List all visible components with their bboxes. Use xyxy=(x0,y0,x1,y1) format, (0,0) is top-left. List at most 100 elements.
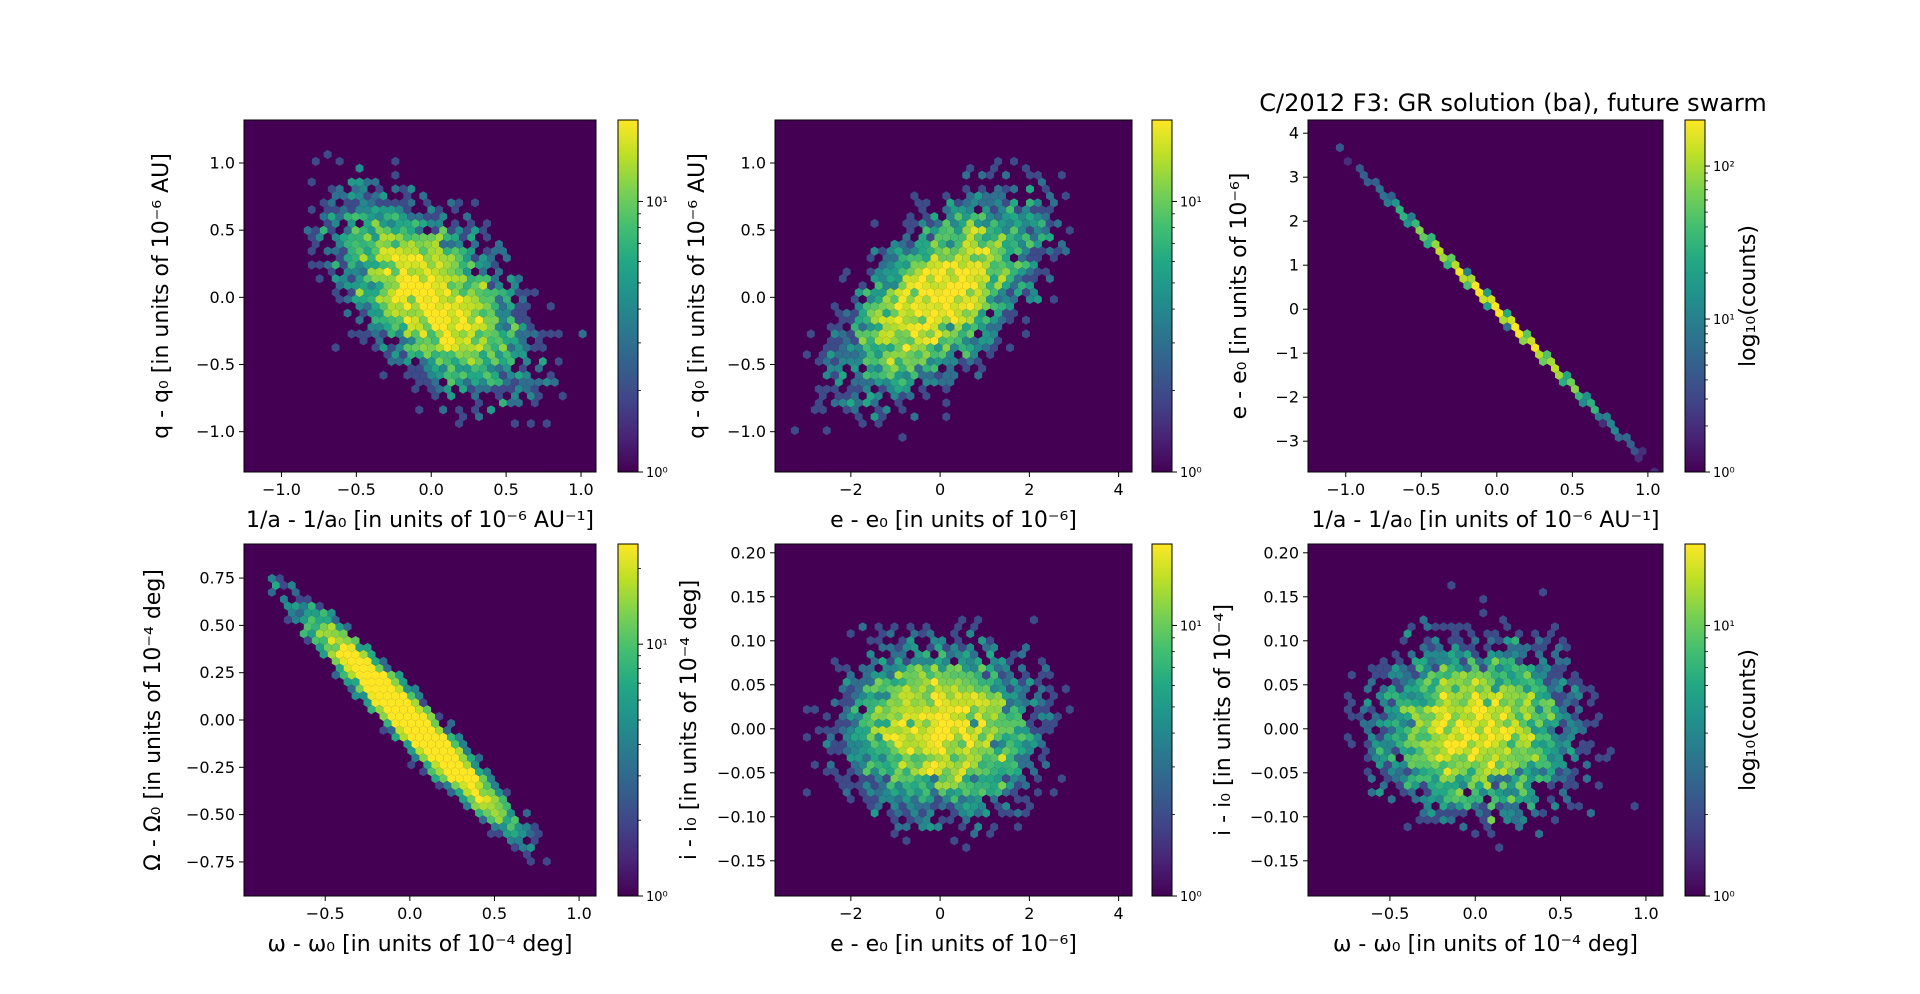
hexbin-cell xyxy=(419,191,428,201)
y-tick-label: 0.5 xyxy=(741,221,766,240)
hexbin-cell xyxy=(978,829,987,839)
hexbin-cell xyxy=(403,218,412,229)
hexbin-cell xyxy=(1570,753,1579,763)
hexbin-cell xyxy=(1033,267,1042,277)
hexbin-cell xyxy=(1391,746,1400,756)
hexbin-cell xyxy=(1435,767,1444,777)
hexbin-cell xyxy=(934,615,943,625)
hexbin-cell xyxy=(1419,711,1428,722)
hexbin-cell xyxy=(303,594,312,604)
hexbin-cell xyxy=(1499,767,1508,777)
hexbin-cell xyxy=(379,315,388,325)
hexbin-cell xyxy=(359,267,368,277)
hexbin-cell xyxy=(810,677,819,687)
hexbin-cell xyxy=(866,691,875,701)
hexbin-cell xyxy=(882,253,891,263)
hexbin-cell xyxy=(459,246,468,256)
hexbin-cell xyxy=(910,698,919,708)
hexbin-cell xyxy=(435,315,444,325)
hexbin-cell xyxy=(1018,294,1026,304)
hexbin-cell xyxy=(838,398,847,408)
hexbin-cell xyxy=(806,753,815,763)
hexbin-cell xyxy=(1499,656,1508,666)
hexbin-cell xyxy=(946,267,955,277)
hexbin-cell xyxy=(514,849,523,860)
hexbin-cell xyxy=(1574,760,1583,770)
hexbin-cell xyxy=(994,746,1003,756)
hexbin-cell xyxy=(890,363,899,373)
hexbin-cell xyxy=(1018,281,1026,291)
hexbin-cell xyxy=(1443,780,1452,791)
hexbin-cell xyxy=(419,711,428,722)
hexbin-cell xyxy=(451,398,460,408)
hexbin-cell xyxy=(850,677,859,687)
hexbin-cell xyxy=(403,177,412,187)
hexbin-cell xyxy=(1423,801,1432,811)
hexbin-cell xyxy=(431,363,440,373)
hexbin-cell xyxy=(1006,218,1015,229)
hexbin-cell xyxy=(1363,794,1372,804)
hexbin-cell xyxy=(1006,615,1015,625)
hexbin-cell xyxy=(898,267,907,277)
hexbin-cell xyxy=(1539,587,1548,597)
hexbin-cell xyxy=(1339,794,1348,804)
hexbin-cell xyxy=(411,260,420,270)
hexbin-cell xyxy=(822,767,831,777)
hexbin-cell xyxy=(1029,698,1038,708)
hexbin-cell xyxy=(878,356,887,367)
hexbin-cell xyxy=(1515,753,1524,763)
hexbin-cell xyxy=(934,398,943,408)
hexbin-cell xyxy=(467,287,476,298)
hexbin-cell xyxy=(343,198,352,208)
hexbin-cell xyxy=(1562,642,1571,653)
hexbin-cell xyxy=(375,267,384,277)
hexbin-cell xyxy=(934,684,943,694)
hexbin-cell xyxy=(327,663,336,673)
y-axis-label: Ω - Ω₀ [in units of 10⁻⁴ deg] xyxy=(141,569,166,871)
hexbin-cell xyxy=(994,787,1003,797)
hexbin-cell xyxy=(383,184,392,194)
hexbin-cell xyxy=(1539,725,1548,735)
hexbin-cell xyxy=(1065,198,1074,208)
hexbin-cell xyxy=(846,670,855,680)
hexbin-cell xyxy=(822,301,831,311)
hexbin-cell xyxy=(926,315,935,325)
hexbin-cells xyxy=(782,567,1106,873)
hexbin-cell xyxy=(271,580,280,590)
hexbin-cell xyxy=(1057,143,1066,153)
hexbin-cell xyxy=(367,663,376,673)
hexbin-cell xyxy=(1006,698,1015,708)
hexbin-cell xyxy=(918,205,927,215)
hexbin-cell xyxy=(1554,670,1563,680)
hexbin-cell xyxy=(530,370,539,380)
hexbin-cell xyxy=(1395,753,1404,763)
hexbin-cell xyxy=(331,218,340,229)
hexbin-cell xyxy=(950,767,959,777)
hexbin-cell xyxy=(1483,670,1492,680)
hexbin-cell xyxy=(371,260,380,270)
hexbin-cell xyxy=(1395,725,1404,735)
hexbin-cell xyxy=(950,670,959,680)
hexbin-cell xyxy=(858,281,867,291)
hexbin-cell xyxy=(1002,829,1011,839)
hexbin-cell xyxy=(838,794,847,804)
y-tick-label: −0.10 xyxy=(1250,807,1299,826)
hexbin-cell xyxy=(562,425,571,436)
hexbin-cell xyxy=(1511,622,1520,632)
hexbin-cell xyxy=(399,677,408,687)
hexbin-cell xyxy=(395,246,404,256)
hexbin-cell xyxy=(974,205,983,215)
hexbin-cell xyxy=(838,301,847,311)
hexbin-cell xyxy=(419,356,428,367)
hexbin-cell xyxy=(958,329,967,339)
hexbin-cell xyxy=(958,315,967,325)
hexbin-cell xyxy=(267,573,276,584)
hexbin-cell xyxy=(818,391,827,401)
hexbin-cell xyxy=(415,308,424,318)
hexbin-cell xyxy=(1395,615,1404,625)
hexbin-cell xyxy=(914,732,923,742)
hexbin-cell xyxy=(1515,822,1524,832)
hexbin-cell xyxy=(443,356,452,367)
hexbin-cell xyxy=(415,253,424,263)
hexbin-cell xyxy=(363,205,372,215)
